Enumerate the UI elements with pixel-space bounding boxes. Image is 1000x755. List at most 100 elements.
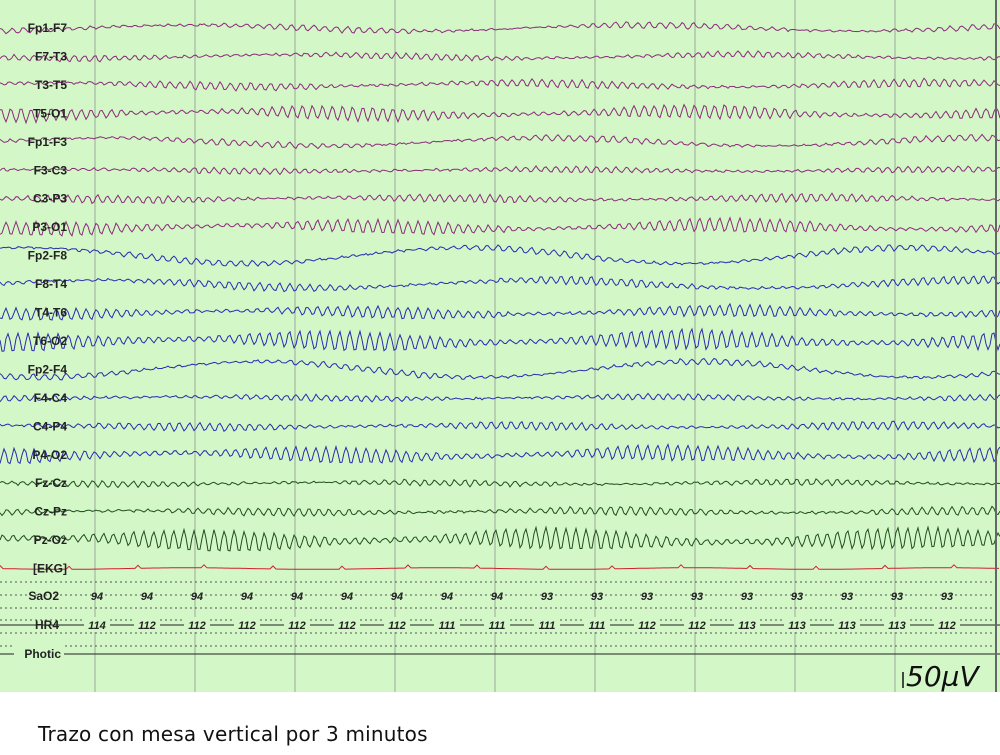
hr-value: 113	[888, 620, 906, 632]
sao2-value: 94	[441, 591, 453, 603]
trace-t5o1	[0, 103, 1000, 125]
channel-label: Fp2-F4	[28, 362, 68, 376]
hr-value-bg	[434, 617, 460, 632]
channel-label: Fp2-F8	[28, 249, 68, 263]
hr-value-bg	[134, 617, 160, 632]
hr-value-bg	[634, 617, 660, 632]
channel-label: T5-O1	[33, 106, 67, 120]
hr-value-bg	[934, 617, 960, 632]
hr-value-bg	[334, 617, 360, 632]
trace-fp1f7	[0, 21, 1000, 35]
channel-label: F3-C3	[34, 163, 68, 177]
scale-label: 50µV	[906, 660, 980, 692]
channel-label: T4-T6	[35, 306, 67, 320]
trace-fp1f3	[0, 133, 1000, 150]
trace-t6o2	[0, 327, 1000, 352]
figure-caption: Trazo con mesa vertical por 3 minutos	[38, 722, 428, 746]
trace-czpz	[0, 505, 1000, 517]
trace-f7t3	[0, 50, 1000, 63]
hr-value: 111	[539, 620, 556, 632]
hr-value-bg	[534, 617, 560, 632]
sao2-value: 93	[891, 591, 903, 603]
channel-label: Fz-Cz	[35, 476, 67, 490]
sao2-value: 94	[191, 591, 203, 603]
channel-label: Fp1-F3	[28, 135, 68, 149]
trace-f3c3	[0, 165, 1000, 176]
hr-value-bg	[834, 617, 860, 632]
trace-c4p4	[0, 420, 1000, 433]
eeg-chart: Fp1-F7 F7-T3 T3-T5 T5-O1 Fp1-F3 F3-C3 C3-P3 P3-…	[0, 0, 1000, 692]
channel-label: F8-T4	[35, 277, 67, 291]
trace-p3o1	[0, 216, 1000, 237]
hr-value: 113	[738, 620, 756, 632]
sao2-label: SaO2	[28, 589, 59, 603]
channel-label: F4-C4	[34, 391, 68, 405]
hr-value-bg	[734, 617, 760, 632]
channel-label: T3-T5	[35, 78, 67, 92]
channel-label: Fp1-F7	[28, 21, 68, 35]
trace-fp2f4	[0, 357, 1000, 381]
hr-value: 112	[238, 620, 256, 632]
hr-value: 112	[138, 620, 156, 632]
hr-value-bg	[584, 617, 610, 632]
sao2-value: 94	[391, 591, 403, 603]
trace-f8t4	[0, 275, 1000, 293]
hr-value: 112	[338, 620, 356, 632]
hr-value: 112	[688, 620, 706, 632]
sao2-value: 93	[591, 591, 603, 603]
hr-value-bg	[484, 617, 510, 632]
hr-value: 112	[288, 620, 306, 632]
hr-value-bg	[784, 617, 810, 632]
sao2-value: 93	[691, 591, 703, 603]
hr-value-bg	[284, 617, 310, 632]
hr-value: 112	[188, 620, 206, 632]
channel-label: P3-O1	[32, 220, 67, 234]
sao2-value: 93	[791, 591, 803, 603]
trace-fzcz	[0, 478, 1000, 489]
trace-t3t5	[0, 77, 1000, 92]
hr-value-bg	[234, 617, 260, 632]
hr-value: 111	[589, 620, 606, 632]
sao2-value: 94	[491, 591, 503, 603]
hr-label: HR4	[35, 618, 59, 632]
hr-value-bg	[684, 617, 710, 632]
channel-label: [EKG]	[33, 562, 67, 576]
photic-label: Photic	[24, 647, 61, 661]
hr-value-bg	[84, 617, 110, 632]
hr-value: 112	[938, 620, 956, 632]
channel-label: C3-P3	[33, 192, 67, 206]
sao2-value: 93	[641, 591, 653, 603]
channel-label: F7-T3	[35, 49, 67, 63]
channel-label: Pz-Oz	[34, 533, 67, 547]
channel-label: T6-O2	[33, 334, 67, 348]
sao2-value: 93	[841, 591, 853, 603]
hr-value-bg	[884, 617, 910, 632]
hr-value-bg	[184, 617, 210, 632]
trace-fp2f8	[0, 244, 1000, 267]
hr-value: 113	[788, 620, 806, 632]
hr-value: 114	[88, 620, 106, 632]
trace-p4o2	[0, 443, 1000, 465]
photic-label-bg	[14, 643, 64, 658]
sao2-value: 93	[541, 591, 553, 603]
sao2-value: 94	[341, 591, 353, 603]
chart-background	[0, 0, 1000, 692]
hr-value: 111	[439, 620, 456, 632]
sao2-value: 94	[241, 591, 253, 603]
channel-label: Cz-Pz	[34, 505, 67, 519]
hr-value: 111	[489, 620, 506, 632]
hr-value: 112	[388, 620, 406, 632]
hr-value: 112	[638, 620, 656, 632]
hr-value: 113	[838, 620, 856, 632]
trace-c3p3	[0, 192, 1000, 205]
trace-f4c4	[0, 392, 1000, 403]
channel-label: P4-O2	[32, 448, 67, 462]
sao2-value: 93	[941, 591, 953, 603]
trace-ekg	[0, 564, 999, 570]
sao2-value: 94	[91, 591, 103, 603]
trace-pzoz	[0, 525, 1000, 552]
trace-t4t6	[0, 302, 1000, 321]
hr-value-bg	[384, 617, 410, 632]
sao2-value: 94	[141, 591, 153, 603]
sao2-value: 93	[741, 591, 753, 603]
